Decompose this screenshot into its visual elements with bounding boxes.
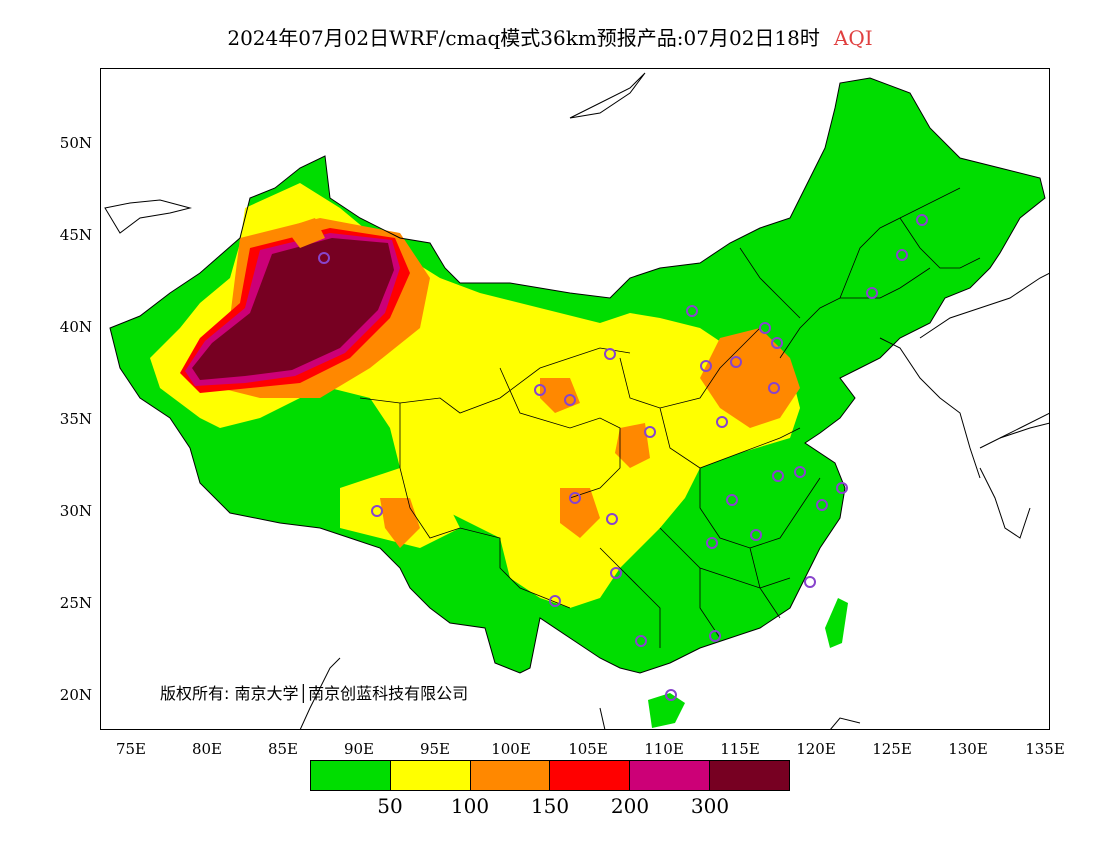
x-tick-85e: 85E [267,740,299,758]
x-tick-90e: 90E [343,740,375,758]
y-tick-50n: 50N [59,134,92,152]
coastlines [104,72,1050,730]
legend-swatch-very-unhealthy [629,761,710,790]
map-frame [100,68,1050,730]
legend-label-100: 100 [450,794,490,818]
region-unhealthy-north [285,218,325,248]
x-tick-115e: 115E [720,740,760,758]
y-tick-20n: 20N [59,686,92,704]
x-tick-135e: 135E [1025,740,1065,758]
x-tick-105e: 105E [568,740,608,758]
region-sensitive-shaanxi [615,423,650,468]
region-good-hainan [648,693,685,728]
x-tick-110e: 110E [644,740,684,758]
x-tick-125e: 125E [872,740,912,758]
legend-label-150: 150 [530,794,570,818]
legend-swatch-sensitive [469,761,550,790]
station-markers [318,214,928,701]
legend-label-50: 50 [377,794,403,818]
legend-swatch-good [311,761,390,790]
copyright-text: 版权所有: 南京大学│南京创蓝科技有限公司 [160,684,469,703]
region-sensitive-tibet [380,498,420,548]
y-tick-40n: 40N [59,318,92,336]
legend-label-200: 200 [610,794,650,818]
legend-swatch-moderate [389,761,470,790]
x-tick-130e: 130E [948,740,988,758]
legend-label-300: 300 [690,794,730,818]
color-legend [310,760,790,791]
region-hazardous [192,238,394,380]
x-tick-75e: 75E [115,740,147,758]
region-good-taiwan [825,598,848,648]
y-tick-30n: 30N [59,502,92,520]
map-border [100,68,1050,730]
region-sensitive-north-china [700,328,800,428]
y-tick-25n: 25N [59,594,92,612]
legend-swatch-hazardous [709,761,789,790]
title-main: 2024年07月02日WRF/cmaq模式36km预报产品:07月02日18时 [227,26,820,50]
x-tick-80e: 80E [191,740,223,758]
china-border [109,77,1046,674]
aqi-map [100,68,1050,730]
y-tick-45n: 45N [59,226,92,244]
x-tick-120e: 120E [796,740,836,758]
legend-swatch-unhealthy [549,761,630,790]
x-tick-100e: 100E [491,740,531,758]
x-tick-95e: 95E [419,740,451,758]
province-borders [359,187,981,648]
region-moderate-sw [500,538,580,608]
map-title: 2024年07月02日WRF/cmaq模式36km预报产品:07月02日18时 A… [0,22,1100,51]
y-tick-35n: 35N [59,410,92,428]
title-variable: AQI [833,26,873,50]
